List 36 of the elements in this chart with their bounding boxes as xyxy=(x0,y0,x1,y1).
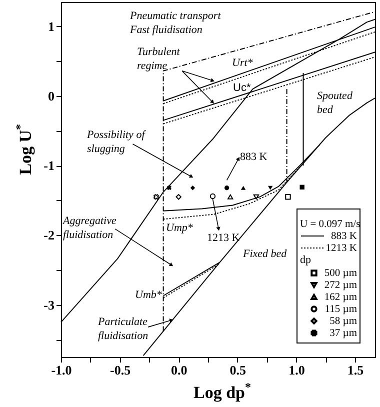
legend-label: 272 µm xyxy=(324,280,357,291)
x-tick-label: 0.0 xyxy=(170,362,188,378)
annotation: Uc* xyxy=(233,82,252,94)
x-tick-label: -0.5 xyxy=(110,362,132,378)
annotation: Fixed bed xyxy=(242,248,288,260)
annotation: Urt* xyxy=(232,57,254,69)
legend-label: 1213 K xyxy=(326,243,358,254)
x-tick-label: 0.5 xyxy=(230,362,247,378)
annotation: Umb* xyxy=(135,289,162,301)
legend-label: 37 µm xyxy=(330,328,357,339)
annotation: Spouted bed xyxy=(317,90,353,116)
annotation: 883 K xyxy=(240,151,268,163)
y-axis-title: Log U* xyxy=(13,124,35,175)
y-tick-label: 0 xyxy=(48,88,54,104)
legend-label: 500 µm xyxy=(324,268,357,279)
annotation: 1213 K xyxy=(207,232,240,244)
legend-label: 883 K xyxy=(331,231,358,242)
x-axis-title: Log dp* xyxy=(194,380,251,402)
annotation: Pneumatic transport Fast fluidisation xyxy=(129,10,222,36)
legend-title: U = 0.097 m/s xyxy=(300,219,360,230)
y-tick-label: -3 xyxy=(44,297,55,312)
annotation: Possibility of slugging xyxy=(86,129,147,155)
legend-label: 115 µm xyxy=(324,304,357,315)
x-tick-label: -1.0 xyxy=(51,362,72,378)
y-tick-label: -1 xyxy=(44,158,54,174)
annotation: Aggregative fluidisation xyxy=(62,215,116,241)
annotation: Turbulent regime xyxy=(137,46,181,72)
annotation: Particulate fluidisation xyxy=(97,316,149,342)
y-tick-label: -2 xyxy=(44,228,54,243)
legend-label: 162 µm xyxy=(324,292,357,303)
x-tick-label: 1.5 xyxy=(347,362,364,378)
y-tick-label: 1 xyxy=(48,18,54,34)
x-tick-label: 1.0 xyxy=(288,362,305,378)
annotation: dp xyxy=(300,254,312,266)
legend-label: 58 µm xyxy=(330,316,357,327)
annotation: Ump* xyxy=(166,222,194,234)
